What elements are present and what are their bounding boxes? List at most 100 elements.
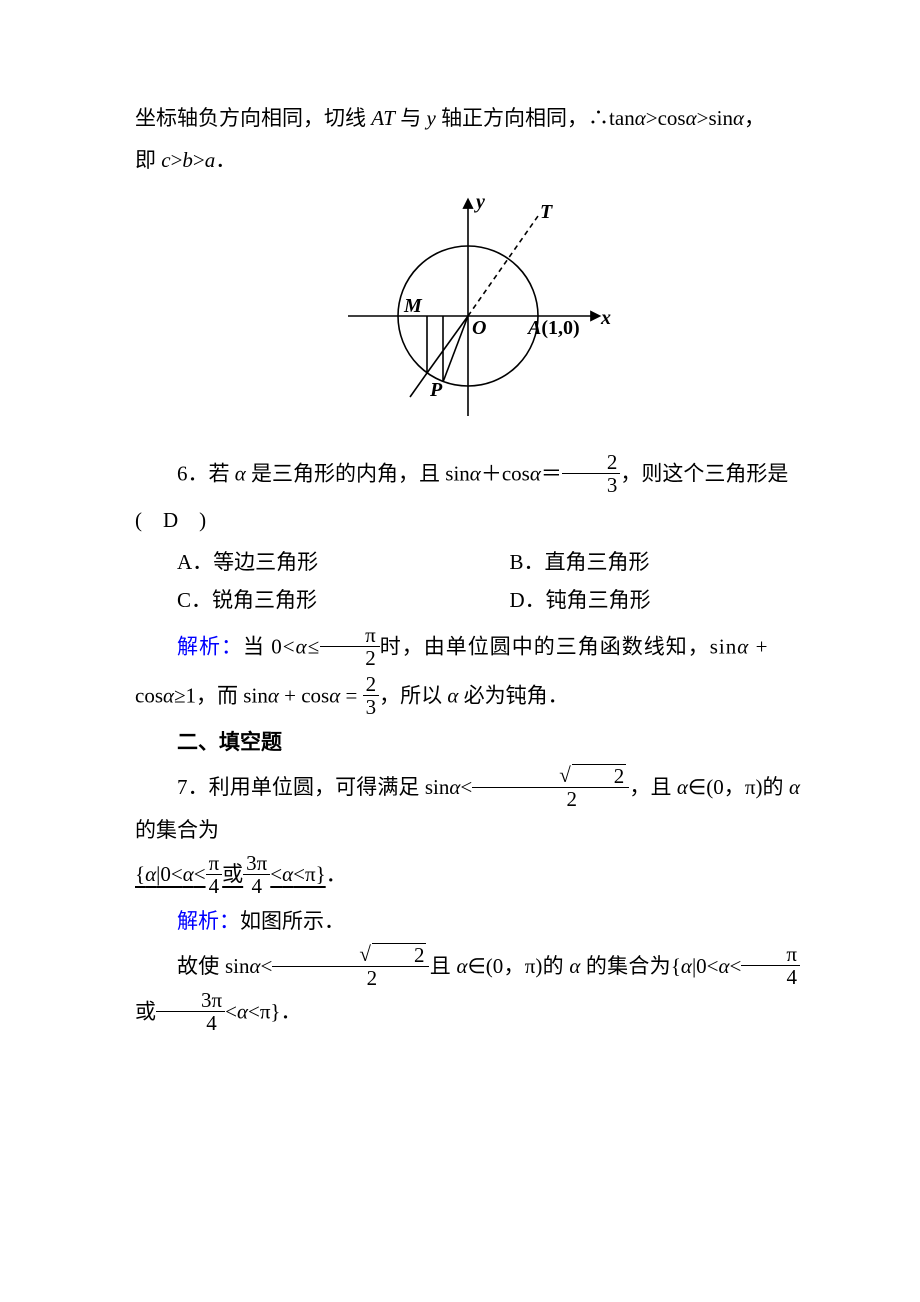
var-a: a: [205, 148, 216, 172]
section-2-heading: 二、填空题: [135, 724, 800, 762]
var-b: b: [182, 148, 193, 172]
lt: <: [730, 954, 742, 978]
var-c: c: [161, 148, 170, 172]
alpha: α: [163, 683, 174, 707]
text: ，且: [629, 775, 677, 799]
alpha: α: [635, 106, 646, 130]
gt: >: [193, 148, 205, 172]
label-P: P: [429, 379, 443, 401]
analysis-label: 解析：: [177, 909, 240, 933]
fraction-3pi-4: 3π4: [243, 852, 270, 897]
text: ∈(0，π)的: [467, 954, 569, 978]
analysis-label: 解析：: [177, 634, 243, 658]
text: 7．利用单位圆，可得满足 sin: [177, 775, 449, 799]
alpha: α: [677, 775, 688, 799]
fraction-3pi-4: 3π4: [156, 989, 225, 1034]
gt: >: [171, 148, 183, 172]
text: 如图所示．: [240, 909, 345, 933]
q6-options: A．等边三角形 B．直角三角形 C．锐角三角形 D．钝角三角形: [135, 544, 800, 620]
text: 当 0<: [243, 634, 296, 658]
alpha: α: [733, 106, 744, 130]
q7-conclusion: 故使 sinα<22且 α∈(0，π)的 α 的集合为{α|0<α<π4或3π4…: [135, 945, 800, 1036]
axis-y-var: y: [426, 106, 435, 130]
fraction-2-3: 23: [562, 451, 621, 496]
text: 故使 sin: [177, 954, 250, 978]
sqrt-2: 2: [517, 764, 626, 787]
unit-circle-diagram: y x T M O P A(1,0): [135, 186, 800, 444]
lt: <: [460, 775, 472, 799]
alpha: α: [268, 683, 279, 707]
text: ＝: [541, 462, 562, 486]
q7-answer: {α|0<α<π4或3π4<α<π}．: [135, 854, 800, 899]
option-B: B．直角三角形: [468, 544, 801, 582]
text: ，所以: [379, 683, 447, 707]
diagram-svg: y x T M O P A(1,0): [318, 186, 618, 431]
alpha: α: [329, 683, 340, 707]
text: ≥1，而 sin: [174, 683, 268, 707]
alpha: α: [569, 954, 580, 978]
option-A: A．等边三角形: [135, 544, 468, 582]
alpha: α: [447, 683, 458, 707]
fraction-pi-4: π4: [741, 943, 800, 988]
sqrt-2: 2: [317, 943, 426, 966]
q7-explanation-1: 解析：如图所示．: [135, 903, 800, 941]
text: 且: [429, 954, 456, 978]
text: ，则这个三角形是: [620, 462, 788, 486]
fraction-sqrt2-2: 22: [472, 764, 629, 810]
label-A: A(1,0): [526, 317, 580, 339]
option-D: D．钝角三角形: [468, 582, 801, 620]
fraction-pi-4: π4: [206, 852, 223, 897]
segment-AT: AT: [371, 106, 395, 130]
text: +: [749, 634, 768, 658]
alpha: α: [719, 954, 730, 978]
text: 是三角形的内角，且 sin: [246, 462, 470, 486]
option-C: C．锐角三角形: [135, 582, 468, 620]
alpha: α: [789, 775, 800, 799]
label-M: M: [403, 295, 423, 317]
label-x: x: [600, 307, 611, 329]
or: 或: [135, 999, 156, 1023]
text: 的集合为: [135, 818, 219, 842]
alpha: α: [449, 775, 460, 799]
alpha: α: [237, 999, 248, 1023]
text: ≤: [308, 634, 321, 658]
alpha: α: [470, 462, 481, 486]
fraction-sqrt2-2: 22: [272, 943, 429, 989]
text: =: [340, 683, 362, 707]
period: ．: [326, 862, 347, 886]
text: >sin: [697, 106, 733, 130]
alpha: α: [681, 954, 692, 978]
q6-answer: D: [163, 508, 178, 532]
text: 与: [395, 106, 427, 130]
paren-l: (: [135, 508, 163, 532]
alpha: α: [530, 462, 541, 486]
intro-line-2: 即 c>b>a．: [135, 142, 800, 180]
q6-explanation: 解析：当 0<α≤π2时，由单位圆中的三角函数线知，sinα +: [135, 626, 800, 671]
alpha: α: [737, 634, 749, 658]
text: + cos: [279, 683, 329, 707]
text: |0<: [692, 954, 719, 978]
q6-answer-line: ( D ): [135, 502, 800, 540]
text: 时，由单位圆中的三角函数线知，sin: [380, 634, 738, 658]
text: 坐标轴负方向相同，切线: [135, 106, 371, 130]
text: 轴正方向相同，∴tan: [436, 106, 635, 130]
text: 6．若: [177, 462, 235, 486]
text: ∈(0，π)的: [688, 775, 789, 799]
page: 坐标轴负方向相同，切线 AT 与 y 轴正方向相同，∴tanα>cosα>sin…: [0, 0, 920, 1302]
q7-answer-text: {α|0<α<π4或3π4<α<π}: [135, 862, 326, 886]
label-T: T: [540, 201, 553, 223]
alpha: α: [250, 954, 261, 978]
q7-stem: 7．利用单位圆，可得满足 sinα<22，且 α∈(0，π)的 α 的集合为: [135, 766, 800, 850]
text: ＋cos: [481, 462, 530, 486]
q6-explanation-line2: cosα≥1，而 sinα + cosα = 23，所以 α 必为钝角．: [135, 675, 800, 720]
alpha: α: [296, 634, 308, 658]
fraction-2-3: 23: [363, 673, 380, 718]
period: ．: [215, 148, 236, 172]
text: cos: [135, 683, 163, 707]
text: >cos: [646, 106, 686, 130]
text: ，: [744, 106, 765, 130]
intro-line-1: 坐标轴负方向相同，切线 AT 与 y 轴正方向相同，∴tanα>cosα>sin…: [135, 100, 800, 138]
alpha: α: [686, 106, 697, 130]
lt: <: [261, 954, 273, 978]
label-O: O: [472, 317, 486, 339]
